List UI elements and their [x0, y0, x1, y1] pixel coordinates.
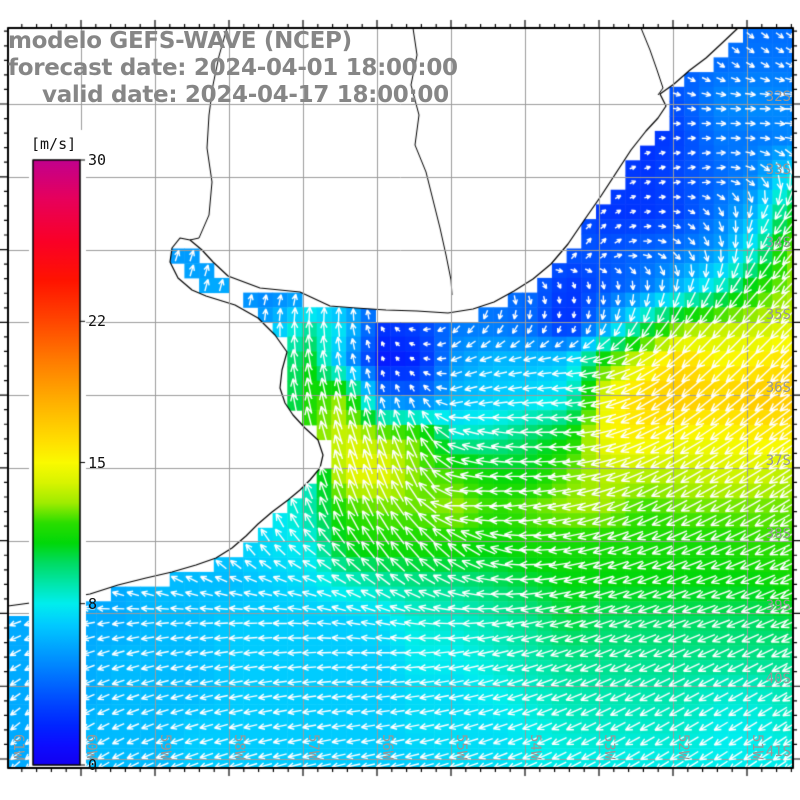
lon-axis-label: 57W: [305, 734, 321, 760]
lon-axis-label: 56W: [379, 734, 395, 760]
lon-axis-label: 61W: [10, 734, 26, 760]
colorbar-tick-label: 8: [88, 594, 98, 613]
colorbar-tick-label: 30: [88, 151, 107, 169]
lat-axis-label: 35S: [765, 307, 791, 324]
colorbar-tick-label: 15: [88, 453, 107, 472]
lat-axis-label: 37S: [765, 452, 791, 469]
lon-axis-label: 52W: [675, 734, 691, 760]
lon-axis-label: 51W: [749, 734, 765, 760]
lon-axis-label: 55W: [453, 734, 469, 760]
lon-axis-label: 60W: [83, 734, 99, 760]
valid-date: valid date: 2024-04-17 18:00:00: [42, 82, 449, 108]
colorbar-tick-label: 0: [88, 756, 98, 774]
colorbar-unit-label: [m/s]: [31, 135, 77, 153]
lat-axis-label: 36S: [765, 380, 791, 397]
lon-axis-label: 59W: [157, 734, 173, 760]
model-title: modelo GEFS-WAVE (NCEP): [8, 28, 352, 54]
lat-axis-label: 40S: [765, 671, 791, 688]
lat-axis-label: 39S: [765, 598, 791, 615]
lon-axis-label: 54W: [527, 734, 543, 760]
colorbar-tick-label: 22: [88, 312, 107, 331]
lat-axis-label: 38S: [765, 525, 791, 542]
lon-axis-label: 58W: [231, 734, 247, 760]
lat-axis-label: 32S: [765, 89, 791, 105]
lat-axis-label: 34S: [765, 234, 791, 251]
lon-axis-label: 53W: [601, 734, 617, 760]
lat-axis-label: 33S: [765, 161, 791, 178]
forecast-date: forecast date: 2024-04-01 18:00:00: [8, 55, 458, 81]
lat-axis-label: 41S: [765, 744, 791, 760]
